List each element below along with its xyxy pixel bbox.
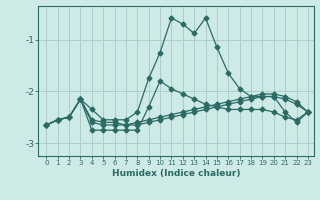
X-axis label: Humidex (Indice chaleur): Humidex (Indice chaleur) xyxy=(112,169,240,178)
